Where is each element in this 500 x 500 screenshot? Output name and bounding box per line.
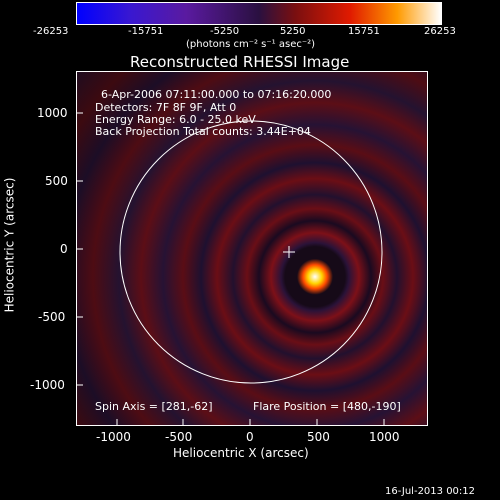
solar-limb-circle (119, 120, 383, 384)
x-tick-label: 500 (307, 430, 330, 444)
colorbar-tick-label: -26253 (33, 26, 69, 37)
flare-position-label: Flare Position = [480,-190] (253, 400, 401, 413)
y-tick-label: -500 (38, 310, 66, 324)
colorbar-tick-label: 26253 (424, 26, 456, 37)
info-line: Detectors: 7F 8F 9F, Att 0 (95, 101, 237, 114)
x-axis-label: Heliocentric X (arcsec) (173, 446, 309, 460)
colorbar-tick-label: -15751 (128, 26, 164, 37)
colorbar-units: (photons cm⁻² s⁻¹ asec⁻²) (186, 39, 316, 50)
x-tick-label: -500 (165, 430, 193, 444)
colorbar-tick-label: -5250 (210, 26, 240, 37)
x-tick-label: 1000 (369, 430, 400, 444)
timestamp: 16-Jul-2013 00:12 (385, 486, 476, 497)
info-line: Energy Range: 6.0 - 25.0 keV (95, 113, 256, 126)
info-line: Back Projection Total counts: 3.44E+04 (95, 125, 311, 138)
x-tick-label: -1000 (96, 430, 131, 444)
spin-axis-label: Spin Axis = [281,-62] (95, 400, 213, 413)
colorbar (76, 2, 442, 25)
image-title: Reconstructed RHESSI Image (130, 53, 350, 71)
y-tick-label: 500 (45, 174, 68, 188)
y-tick-label: 0 (60, 242, 68, 256)
y-tick-label: 1000 (37, 106, 68, 120)
x-tick-label: 0 (246, 430, 254, 444)
image-frame: 6-Apr-2006 07:11:00.000 to 07:16:20.000 … (76, 71, 428, 426)
info-line: 6-Apr-2006 07:11:00.000 to 07:16:20.000 (101, 88, 332, 101)
y-axis-label: Heliocentric Y (arcsec) (2, 177, 17, 313)
colorbar-tick-label: 5250 (280, 26, 306, 37)
colorbar-tick-label: 15751 (348, 26, 380, 37)
image-overlay (119, 120, 383, 384)
y-tick-label: -1000 (30, 378, 65, 392)
